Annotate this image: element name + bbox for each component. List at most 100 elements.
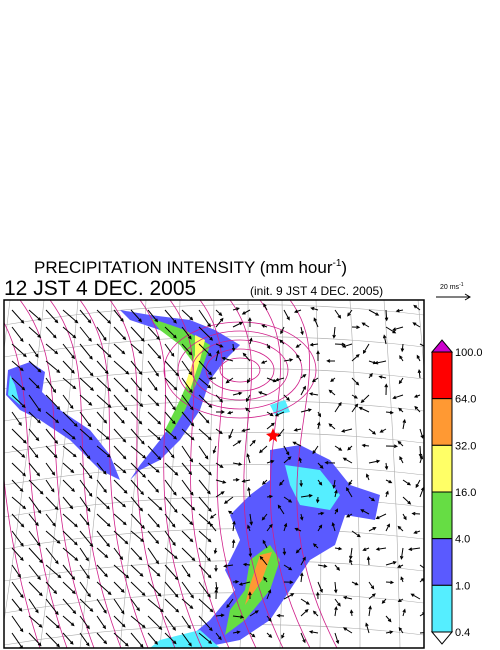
wind-arrow: [96, 632, 108, 645]
wind-arrow: [266, 632, 273, 638]
wind-arrow: [113, 394, 128, 411]
wind-arrow: [164, 462, 179, 476]
wind-arrow: [312, 543, 319, 549]
wind-arrow: [45, 632, 60, 648]
wind-arrow: [164, 547, 178, 560]
wind-arrow: [79, 615, 90, 630]
wind-arrow: [28, 496, 42, 514]
wind-arrow: [399, 355, 404, 362]
wind-arrow: [215, 309, 223, 317]
wind-arrow: [349, 558, 353, 566]
wind-arrow: [215, 613, 225, 618]
wind-arrow: [181, 564, 191, 578]
wind-arrow: [181, 547, 196, 562]
wind-arrow: [79, 479, 93, 498]
wind-arrow: [266, 523, 273, 532]
colorbar-label: 1.0: [455, 580, 470, 592]
wind-arrow: [347, 445, 353, 451]
wind-arrow: [130, 411, 143, 425]
wind-arrow: [368, 527, 377, 532]
wind-arrow: [360, 394, 370, 404]
wind-arrow: [130, 479, 145, 496]
wind-arrow: [214, 588, 219, 600]
wind-scale-text: 20 ms: [440, 284, 460, 291]
wind-arrow: [334, 401, 342, 413]
wind-arrow: [263, 303, 268, 311]
wind-arrow: [246, 377, 251, 384]
wind-arrow: [341, 343, 353, 348]
wind-arrow: [379, 428, 387, 433]
wind-arrow: [419, 564, 424, 569]
wind-arrow: [79, 513, 90, 526]
wind-arrow: [28, 309, 42, 322]
wind-arrow: [198, 581, 211, 598]
wind-arrow: [299, 572, 304, 583]
wind-arrow: [308, 630, 319, 634]
wind-arrow: [130, 462, 146, 478]
wind-arrow: [419, 343, 424, 347]
colorbar-cap: [430, 631, 454, 645]
title-text: PRECIPITATION INTENSITY (mm hour: [34, 258, 333, 277]
wind-arrow: [348, 479, 353, 486]
wind-arrow: [385, 580, 395, 585]
wind-arrow: [317, 421, 321, 430]
wind-arrow: [96, 598, 107, 614]
wind-arrow: [351, 530, 361, 538]
title: PRECIPITATION INTENSITY (mm hour-1): [34, 258, 347, 277]
wind-arrow: [79, 360, 94, 377]
wind-arrow: [147, 632, 159, 645]
wind-arrow: [181, 377, 193, 394]
wind-arrow: [45, 513, 56, 527]
wind-arrow: [263, 576, 268, 583]
wind-arrow: [96, 394, 112, 409]
wind-arrow: [413, 394, 421, 398]
wind-arrow: [28, 428, 40, 442]
wind-arrow: [45, 564, 62, 579]
wind-arrow: [181, 360, 193, 376]
wind-arrow: [181, 598, 194, 610]
contour: [205, 348, 275, 392]
wind-arrow: [274, 377, 285, 382]
wind-arrow: [238, 581, 251, 586]
wind-arrow: [62, 632, 74, 645]
wind-arrow: [62, 343, 75, 360]
wind-arrow: [28, 615, 43, 628]
colorbar-segment: [431, 444, 453, 493]
wind-arrow: [334, 564, 341, 571]
wind-arrow: [283, 445, 290, 456]
wind-arrow: [96, 360, 109, 375]
wind-arrow: [266, 494, 274, 499]
wind-arrow: [198, 530, 212, 543]
wind-arrow: [198, 615, 213, 632]
wind-arrow: [232, 440, 242, 447]
wind-arrow: [398, 407, 404, 413]
wind-arrow: [147, 598, 164, 613]
contour: [19, 300, 95, 648]
wind-arrow: [28, 564, 41, 581]
wind-arrow: [385, 561, 397, 566]
wind-arrow: [248, 547, 253, 558]
wind-arrow: [181, 530, 194, 543]
wind-arrow: [130, 564, 144, 577]
wind-arrow: [45, 445, 58, 459]
wind-arrow: [79, 411, 92, 428]
wind-arrow: [28, 411, 41, 424]
colorbar-segment: [431, 538, 453, 586]
wind-arrow: [399, 456, 404, 464]
wind-arrow: [266, 459, 275, 464]
wind-arrow: [375, 513, 387, 520]
wind-arrow: [249, 632, 256, 638]
wind-arrow: [385, 630, 394, 634]
map-frame: [3, 299, 425, 649]
wind-arrow: [164, 564, 179, 581]
wind-arrow: [241, 479, 251, 483]
wind-arrow: [11, 445, 26, 458]
wind-arrow: [249, 439, 256, 447]
wind-arrow: [96, 377, 112, 392]
wind-arrow: [295, 547, 302, 554]
wind-arrow: [164, 445, 175, 459]
wind-arrow: [227, 410, 234, 415]
wind-arrow: [315, 496, 320, 504]
wind-arrow: [147, 360, 159, 377]
wind-arrow: [96, 445, 111, 458]
